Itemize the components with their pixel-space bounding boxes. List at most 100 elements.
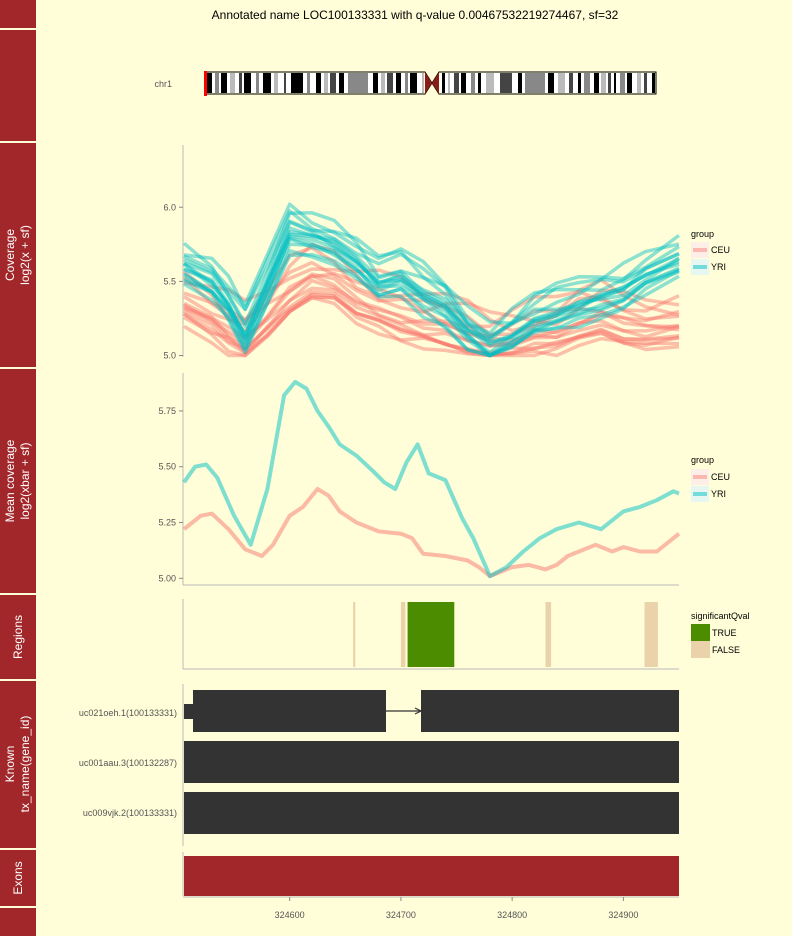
ideogram-band xyxy=(368,73,373,93)
strip-known xyxy=(0,681,36,848)
mean-legend-key-ceu xyxy=(691,469,709,485)
ideogram-band xyxy=(471,73,475,93)
ideogram-band xyxy=(440,73,442,93)
transcript-1-exon-1 xyxy=(193,690,386,732)
mean-coverage-label-1: Mean coverage xyxy=(3,439,17,522)
ideogram-band xyxy=(348,73,368,93)
transcript-label-1: uc021oeh.1(100133331) xyxy=(79,708,177,718)
ideogram-band xyxy=(478,73,481,93)
coverage-line-yri xyxy=(183,236,680,358)
ideogram-band xyxy=(637,73,641,93)
ideogram-band xyxy=(321,73,324,93)
coverage-line-ceu xyxy=(182,246,680,333)
ideogram-band xyxy=(445,73,448,93)
region-significant xyxy=(407,602,455,667)
ideogram-bands xyxy=(207,73,655,93)
regions-legend-true: TRUE xyxy=(712,628,737,638)
coverage-legend-ceu: CEU xyxy=(711,245,730,255)
ideogram-band xyxy=(378,73,381,93)
ideogram-band xyxy=(408,73,410,93)
ideogram-band xyxy=(259,73,263,93)
coverage-line-ceu xyxy=(183,267,680,329)
ideogram-band xyxy=(239,73,242,93)
ideogram-band xyxy=(401,73,405,93)
ideogram-band xyxy=(381,73,385,93)
strip-mean-coverage xyxy=(0,369,36,593)
x-tick-label: 324900 xyxy=(608,910,638,920)
ideogram-band xyxy=(611,73,614,93)
region-not-significant xyxy=(644,602,658,667)
ideogram-band xyxy=(328,73,330,93)
coverage-line-ceu xyxy=(183,295,680,358)
ideogram-band xyxy=(627,73,632,93)
coverage-panel: 5.0 5.5 6.0 xyxy=(163,145,681,361)
y-tick-label: 5.0 xyxy=(163,351,176,361)
ideogram-band xyxy=(512,73,518,93)
ideogram-band xyxy=(590,73,594,93)
ideogram-band xyxy=(625,73,627,93)
ideogram-band xyxy=(307,73,310,93)
ideogram-band xyxy=(594,73,599,93)
strip-exons xyxy=(0,850,36,906)
x-axis: 324600 324700 324800 324900 xyxy=(183,896,679,920)
chromosome-label: chr1 xyxy=(154,79,172,89)
y-tick-label: 5.5 xyxy=(163,276,176,286)
transcript-label-3: uc009vjk.2(100133331) xyxy=(83,808,177,818)
mean-legend-ceu: CEU xyxy=(711,472,730,482)
facet-strips: Coverage log2(x + sf) Mean coverage log2… xyxy=(0,0,36,936)
regions-legend: significantQval TRUE FALSE xyxy=(691,611,750,658)
ideogram-band xyxy=(310,73,316,93)
ideogram-band xyxy=(448,73,450,93)
coverage-label-1: Coverage xyxy=(3,229,17,281)
exon-block xyxy=(184,856,679,896)
figure-title: Annotated name LOC100133331 with q-value… xyxy=(212,8,619,22)
ideogram-band xyxy=(494,73,500,93)
ideogram-band xyxy=(486,73,494,93)
regions-legend-title: significantQval xyxy=(691,611,750,621)
ideogram-position-marker xyxy=(204,71,207,96)
ideogram-band xyxy=(303,73,307,93)
regions-legend-swatch-false xyxy=(691,641,710,658)
x-tick-label: 324800 xyxy=(497,910,527,920)
ideogram-band xyxy=(614,73,616,93)
regions-legend-swatch-true xyxy=(691,624,710,641)
ideogram-band xyxy=(461,73,466,93)
ideogram-band xyxy=(632,73,637,93)
known-label-2: tx_name(gene_id) xyxy=(18,716,32,813)
exons-panel xyxy=(182,852,679,896)
coverage-line-ceu xyxy=(183,274,680,347)
ideogram-band xyxy=(548,73,554,93)
chromosome-ideogram: chr1 xyxy=(154,71,657,96)
coverage-legend-title: group xyxy=(691,229,714,239)
ideogram-band xyxy=(251,73,256,93)
ideogram-band xyxy=(616,73,620,93)
ideogram-band xyxy=(641,73,644,93)
x-tick-label: 324700 xyxy=(386,910,416,920)
coverage-line-ceu xyxy=(183,260,680,337)
coverage-line-yri xyxy=(183,234,680,355)
ideogram-band xyxy=(620,73,625,93)
ideogram-band xyxy=(339,73,344,93)
ideogram-band xyxy=(405,73,408,93)
ideogram-band xyxy=(324,73,328,93)
ideogram-band xyxy=(454,73,459,93)
coverage-line-yri xyxy=(183,202,680,339)
transcript-1-exon-2 xyxy=(421,690,679,732)
transcript-2-exon xyxy=(184,741,679,783)
coverage-line-ceu xyxy=(183,290,680,355)
ideogram-band xyxy=(393,73,396,93)
ideogram-band xyxy=(422,73,424,93)
ideogram-band xyxy=(256,73,259,93)
regions-legend-false: FALSE xyxy=(712,645,740,655)
ideogram-band xyxy=(284,73,286,93)
ideogram-band xyxy=(235,73,239,93)
coverage-line-ceu xyxy=(182,242,680,333)
mean-line-ceu xyxy=(182,487,681,579)
mean-coverage-panel: 5.00 5.25 5.50 5.75 xyxy=(158,373,681,586)
coverage-line-ceu xyxy=(182,292,680,358)
coverage-line-ceu xyxy=(183,272,680,347)
ideogram-band xyxy=(573,73,578,93)
regions-label: Regions xyxy=(11,615,25,659)
x-tick-label: 324600 xyxy=(275,910,305,920)
coverage-line-ceu xyxy=(183,271,680,339)
